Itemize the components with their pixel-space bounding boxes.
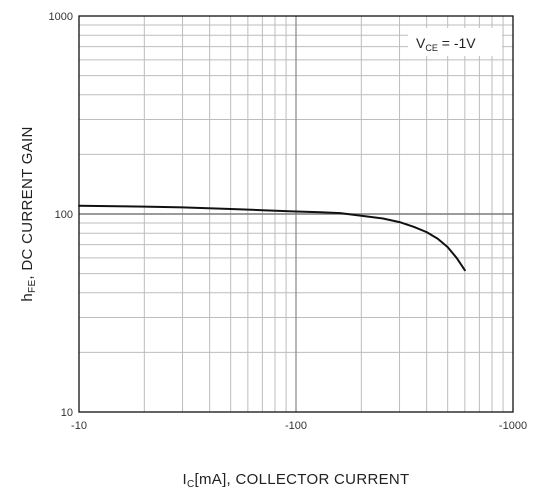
x-tick-label: -100 (285, 420, 307, 432)
series-line (78, 204, 466, 272)
y-tick-label: 1000 (49, 11, 73, 23)
x-axis-title-rest: [mA], COLLECTOR CURRENT (195, 471, 410, 488)
y-axis-title-main: h (19, 293, 36, 302)
annotation-rest: = -1V (438, 35, 476, 51)
annotation-vce: VCE = -1V (416, 35, 476, 53)
annotation-background (408, 28, 502, 56)
x-tick-label: -1000 (499, 420, 527, 432)
y-axis-title: hFE, DC CURRENT GAIN (19, 126, 38, 301)
x-axis-title: IC[mA], COLLECTOR CURRENT (183, 471, 410, 490)
y-axis-title-sub: FE (27, 280, 38, 293)
plot-frame (78, 15, 514, 413)
curve-layer (78, 204, 466, 272)
annotation-sub: CE (425, 43, 438, 53)
x-tick-label: -10 (71, 420, 87, 432)
annotation-box: VCE = -1V (408, 28, 502, 56)
y-tick-label: 100 (55, 209, 73, 221)
x-axis-title-sub: C (187, 479, 195, 490)
x-axis-title-main: I (183, 471, 187, 488)
y-axis-title-rest: , DC CURRENT GAIN (19, 126, 36, 279)
annotation-main: V (416, 35, 426, 51)
x-tick-labels: -10 -100 -1000 (71, 420, 527, 432)
y-tick-label: 10 (61, 407, 73, 419)
y-tick-labels: 1000 100 10 (49, 11, 73, 419)
